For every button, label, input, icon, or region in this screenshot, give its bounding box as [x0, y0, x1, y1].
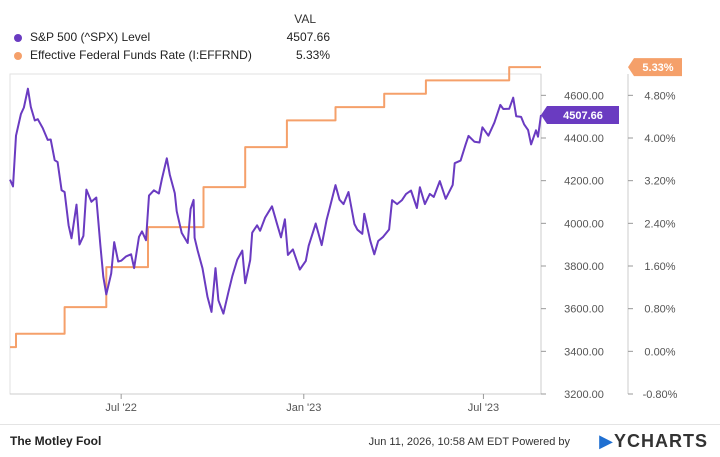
- x-axis-ticks: Jul '22 Jan '23 Jul '23: [105, 394, 499, 414]
- footer-timestamp: Jun 11, 2026, 10:58 AM EDT Powered by: [368, 436, 570, 448]
- right-tick-label: 3.20%: [644, 176, 675, 188]
- left-tick-label: 3200.00: [564, 389, 604, 401]
- legend-item-spx[interactable]: S&P 500 (^SPX) Level 4507.66: [14, 30, 334, 46]
- spx-legend-dot: [14, 34, 22, 42]
- right-axis-ticks: 4.80% 4.00% 3.20% 2.40% 1.60% 0.80% 0.00% -0.80…: [628, 90, 678, 401]
- end-label-badge: [628, 58, 682, 77]
- end-label-badge: [541, 106, 619, 125]
- footer: The Motley Fool Jun 11, 2026, 10:58 AM E…: [0, 424, 720, 457]
- x-tick-label: Jul '22: [105, 402, 136, 414]
- right-tick-label: 4.80%: [644, 90, 675, 102]
- right-tick-label: 0.80%: [644, 304, 675, 316]
- series-line-spx: [9, 87, 542, 315]
- right-tick-label: 2.40%: [644, 218, 675, 230]
- left-tick-label: 3400.00: [564, 346, 604, 358]
- right-tick-label: 0.00%: [644, 346, 675, 358]
- end-label-text: 4507.66: [563, 110, 603, 122]
- right-tick-label: -0.80%: [643, 389, 678, 401]
- legend-label-spx: S&P 500 (^SPX) Level: [30, 30, 151, 44]
- end-label-text: 5.33%: [642, 62, 673, 74]
- x-tick-label: Jul '23: [468, 402, 499, 414]
- fedfunds-legend-dot: [14, 52, 22, 60]
- left-tick-label: 4200.00: [564, 176, 604, 188]
- right-tick-label: 1.60%: [644, 261, 675, 273]
- legend-value-fedfunds: 5.33%: [295, 48, 330, 62]
- right-tick-label: 4.00%: [644, 133, 675, 145]
- legend-value-header: VAL: [294, 12, 316, 26]
- end-labels: 5.33% 4507.66: [541, 58, 682, 125]
- left-tick-label: 4600.00: [564, 90, 604, 102]
- ycharts-logo: ▶YCHARTS: [599, 431, 708, 452]
- legend-label-fedfunds: Effective Federal Funds Rate (I:EFFRND): [30, 48, 252, 62]
- plot-frame: [9, 73, 542, 395]
- legend: VAL S&P 500 (^SPX) Level 4507.66 Effecti…: [0, 0, 340, 70]
- x-tick-label: Jan '23: [286, 402, 321, 414]
- ycharts-mark-icon: ▶: [599, 431, 614, 451]
- series-line-fedfunds: [10, 66, 541, 349]
- left-tick-label: 4000.00: [564, 218, 604, 230]
- motley-fool-logo: The Motley Fool: [10, 434, 102, 448]
- legend-item-fedfunds[interactable]: Effective Federal Funds Rate (I:EFFRND) …: [14, 48, 334, 64]
- left-tick-label: 4400.00: [564, 133, 604, 145]
- legend-value-spx: 4507.66: [286, 30, 330, 44]
- left-tick-label: 3800.00: [564, 261, 604, 273]
- series-layer: [9, 66, 542, 349]
- ycharts-wordmark: YCHARTS: [613, 431, 708, 451]
- left-tick-label: 3600.00: [564, 304, 604, 316]
- left-axis-ticks: 4600.00 4400.00 4200.00 4000.00 3800.00 3600.…: [541, 90, 604, 401]
- chart: Jul '22 Jan '23 Jul '23 4600.00 4400.00 4200…: [9, 58, 682, 414]
